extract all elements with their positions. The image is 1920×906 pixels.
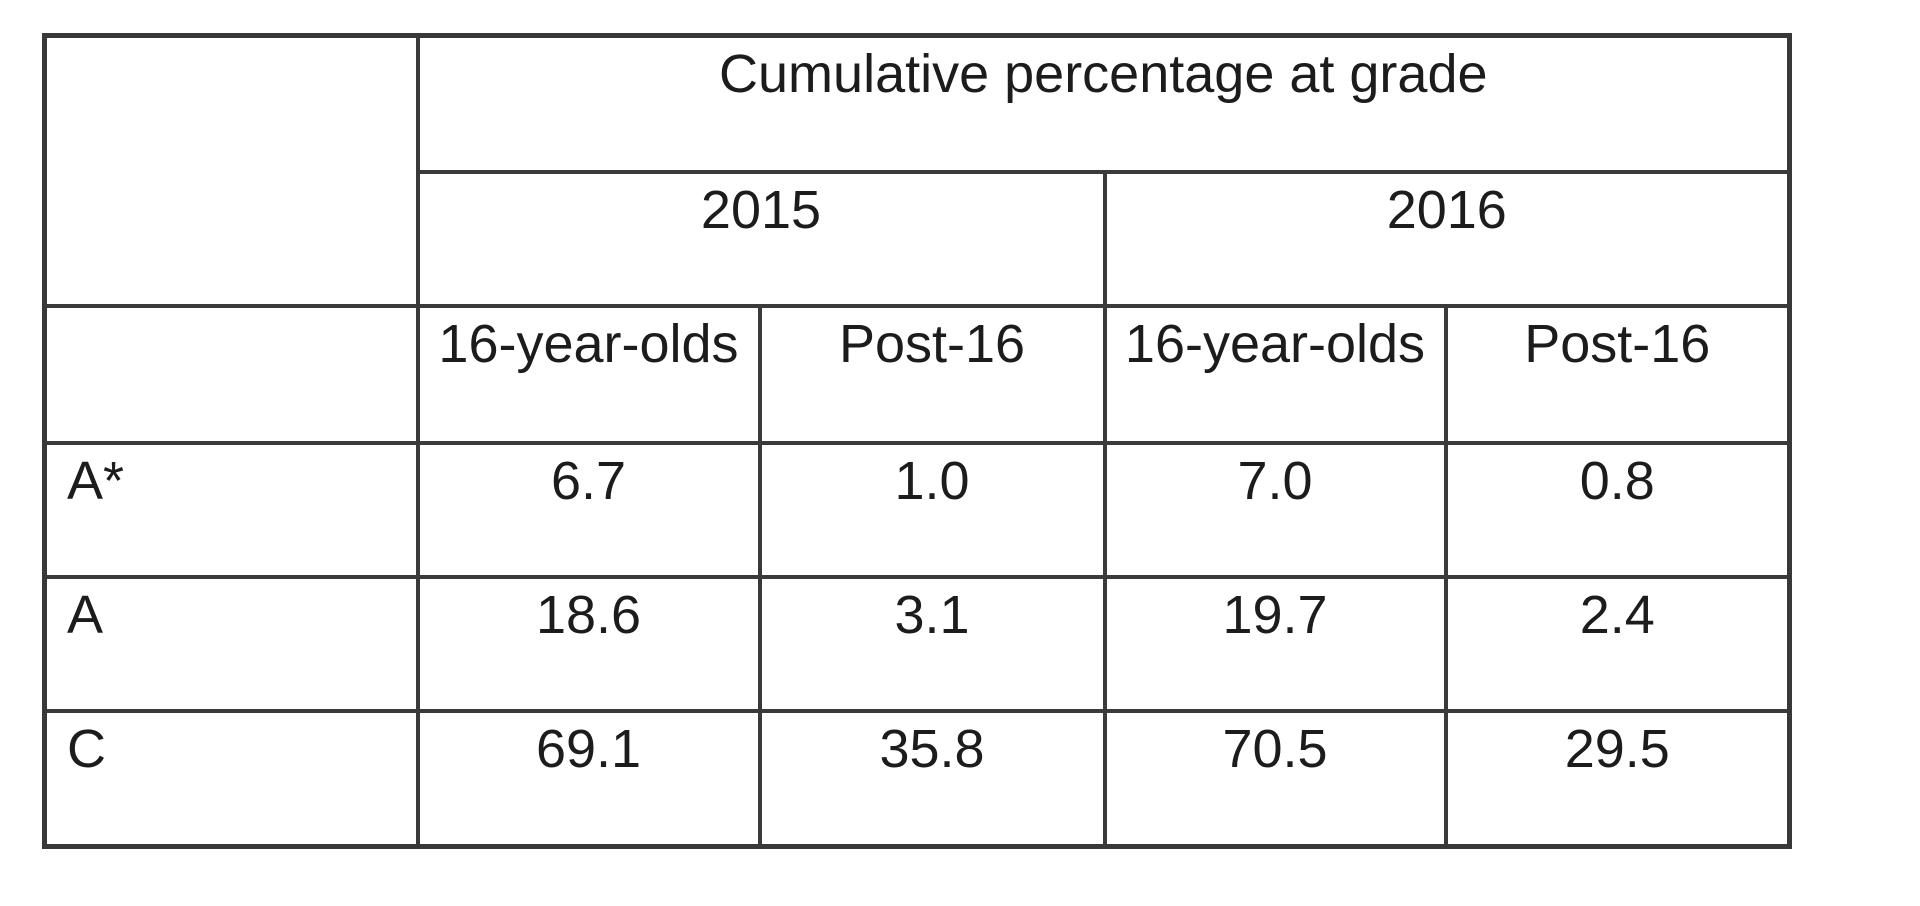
subheader-2016-post-16: Post-16	[1443, 303, 1792, 445]
grade-label: A	[42, 574, 420, 713]
year-header-row: 2015 2016	[45, 169, 1792, 308]
value-cell: 35.8	[757, 708, 1107, 849]
value-cell: 69.1	[415, 708, 762, 849]
value-cell: 0.8	[1443, 440, 1792, 579]
value-cell: 18.6	[415, 574, 762, 713]
subheader-2016-16-year-olds: 16-year-olds	[1102, 303, 1448, 445]
table-row-a-star: A* 6.7 1.0 7.0 0.8	[42, 440, 1792, 579]
subheader-2015-post-16: Post-16	[757, 303, 1107, 445]
results-table: Cumulative percentage at grade 2015 2016…	[42, 33, 1793, 849]
value-cell: 1.0	[757, 440, 1107, 579]
corner-cell	[42, 33, 420, 308]
subheader-2015-16-year-olds: 16-year-olds	[415, 303, 762, 445]
year-header-2016: 2016	[1102, 169, 1792, 308]
value-cell: 7.0	[1102, 440, 1448, 579]
value-cell: 29.5	[1443, 708, 1792, 849]
subheader-row: 16-year-olds Post-16 16-year-olds Post-1…	[42, 303, 1792, 445]
grade-label: C	[42, 708, 420, 849]
grade-label: A*	[42, 440, 420, 579]
results-table-container: Cumulative percentage at grade 2015 2016…	[42, 33, 1793, 849]
value-cell: 6.7	[415, 440, 762, 579]
table-row-a: A 18.6 3.1 19.7 2.4	[42, 574, 1792, 713]
table-row-c: C 69.1 35.8 70.5 29.5	[42, 708, 1792, 849]
value-cell: 19.7	[1102, 574, 1448, 713]
value-cell: 3.1	[757, 574, 1107, 713]
year-header-2015: 2015	[415, 169, 1107, 308]
value-cell: 2.4	[1443, 574, 1792, 713]
title-row: Cumulative percentage at grade	[42, 33, 1792, 308]
table-title: Cumulative percentage at grade	[415, 33, 1792, 174]
value-cell: 70.5	[1102, 708, 1448, 849]
blank-subheader-cell	[42, 303, 420, 445]
